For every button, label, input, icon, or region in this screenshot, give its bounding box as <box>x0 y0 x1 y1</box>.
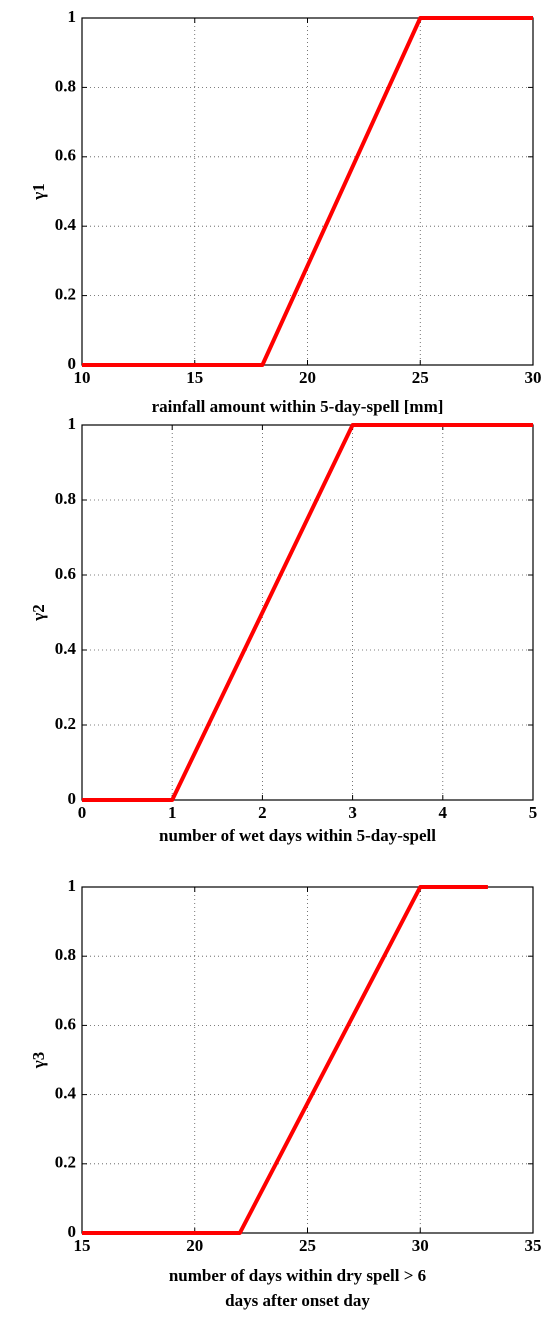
x-tick-label: 20 <box>299 368 316 387</box>
y-axis-label: γ1 <box>29 183 48 200</box>
chart: 0 0.2 0.4 0.6 0.8 1 15 20 25 30 35 γ3 number of days… <box>29 876 542 1310</box>
x-tick-label: 2 <box>258 803 267 822</box>
y-tick-label: 0 <box>68 789 77 808</box>
y-tick-label: 1 <box>68 7 77 26</box>
y-tick-label: 0.4 <box>55 639 77 658</box>
y-tick-label: 0.6 <box>55 1014 76 1033</box>
y-tick-label: 1 <box>68 876 77 895</box>
y-tick-label: 0.6 <box>55 564 76 583</box>
y-axis-label: γ2 <box>29 604 48 621</box>
y-tick-label: 0 <box>68 1222 77 1241</box>
x-tick-label: 0 <box>78 803 87 822</box>
chart: 0 0.2 0.4 0.6 0.8 1 0 1 2 3 4 5 γ2 number of wet days… <box>29 414 537 845</box>
x-tick-label: 15 <box>186 368 203 387</box>
x-tick-label: 3 <box>348 803 357 822</box>
y-tick-label: 0.8 <box>55 76 76 95</box>
y-tick-label: 0.2 <box>55 714 76 733</box>
x-tick-label: 15 <box>74 1236 91 1255</box>
y-axis-label: γ3 <box>29 1052 48 1069</box>
axes-box <box>81 17 534 366</box>
x-tick-label: 20 <box>186 1236 203 1255</box>
x-tick-label: 5 <box>529 803 538 822</box>
x-tick-label: 1 <box>168 803 177 822</box>
x-tick-label: 25 <box>299 1236 316 1255</box>
x-axis-label: number of days within dry spell > 6 <box>169 1266 426 1285</box>
y-tick-label: 0.6 <box>55 146 76 165</box>
data-line <box>82 16 533 367</box>
axes-box <box>81 424 534 801</box>
data-line <box>82 423 533 802</box>
x-axis-label: rainfall amount within 5-day-spell [mm] <box>152 397 444 416</box>
y-tick-label: 0 <box>68 354 77 373</box>
y-tick-label: 1 <box>68 414 77 433</box>
x-tick-label: 30 <box>412 1236 429 1255</box>
data-line <box>82 885 488 1235</box>
y-tick-label: 0.2 <box>55 285 76 304</box>
x-axis-label: days after onset day <box>225 1291 370 1310</box>
y-tick-label: 0.8 <box>55 945 76 964</box>
chart: 0 0.2 0.4 0.6 0.8 1 10 15 20 25 30 γ1 rainfall amoun… <box>29 7 542 416</box>
y-tick-label: 0.4 <box>55 1084 77 1103</box>
y-tick-label: 0.4 <box>55 215 77 234</box>
y-tick-label: 0.2 <box>55 1153 76 1172</box>
x-tick-label: 30 <box>525 368 542 387</box>
x-tick-label: 10 <box>74 368 91 387</box>
x-tick-label: 35 <box>525 1236 542 1255</box>
x-axis-label: number of wet days within 5-day-spell <box>159 826 436 845</box>
axes-box <box>81 886 534 1234</box>
y-tick-label: 0.8 <box>55 489 76 508</box>
x-tick-label: 4 <box>439 803 448 822</box>
x-tick-label: 25 <box>412 368 429 387</box>
